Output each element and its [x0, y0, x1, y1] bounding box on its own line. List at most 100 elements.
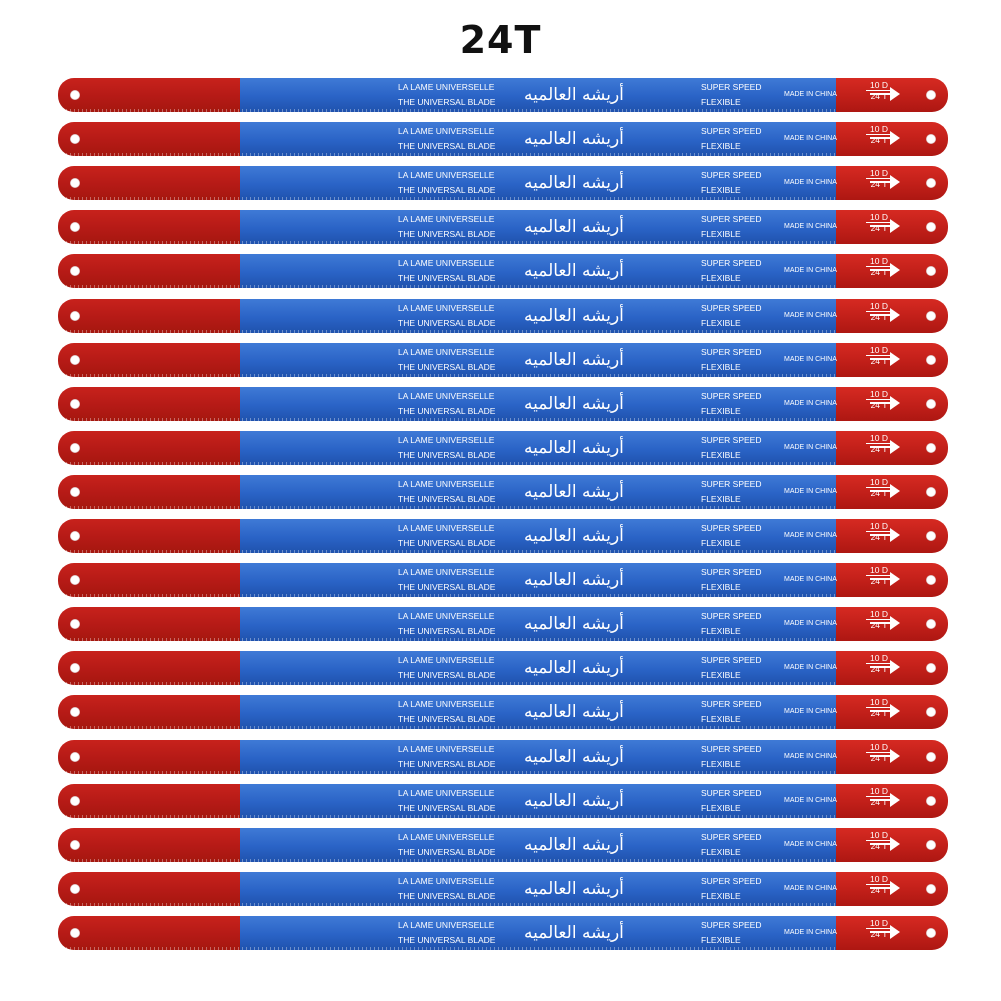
blade-middle — [240, 563, 836, 598]
blade-text-flexible: FLEXIBLE — [701, 449, 741, 460]
blade-middle — [240, 827, 836, 862]
direction-arrow-line — [870, 181, 892, 184]
blade-text-french: LA LAME UNIVERSELLE — [398, 699, 495, 710]
mounting-hole-right — [926, 575, 936, 586]
blade-middle — [240, 607, 836, 642]
hacksaw-blade: LA LAME UNIVERSELLE THE UNIVERSAL BLADE أر… — [58, 254, 948, 289]
blade-teeth — [58, 770, 836, 774]
blade-left-end — [58, 254, 240, 289]
blade-text-origin: MADE IN CHINA — [784, 884, 837, 892]
blade-middle — [240, 298, 836, 333]
tooth-label-top: 10 D — [866, 830, 892, 841]
blade-text-english: THE UNIVERSAL BLADE — [398, 449, 496, 460]
tooth-label: 10 D 24 T — [866, 786, 892, 807]
hacksaw-blade: LA LAME UNIVERSELLE THE UNIVERSAL BLADE أر… — [58, 695, 948, 730]
blade-text-arabic: أريشه العالميه — [524, 129, 624, 150]
blade-text-french: LA LAME UNIVERSELLE — [398, 831, 495, 842]
blade-text-flexible: FLEXIBLE — [701, 493, 741, 504]
tooth-label-bottom: 24 T — [870, 135, 888, 146]
blade-text-flexible: FLEXIBLE — [701, 273, 741, 284]
blade-text-french: LA LAME UNIVERSELLE — [398, 787, 495, 798]
tooth-label-top: 10 D — [866, 345, 892, 356]
direction-arrow-line — [870, 401, 892, 404]
blade-text-origin: MADE IN CHINA — [784, 840, 837, 848]
direction-arrow-icon — [890, 175, 900, 190]
blade-middle — [240, 430, 836, 465]
mounting-hole-left — [70, 310, 80, 321]
tooth-label-bottom: 24 T — [870, 884, 888, 895]
blade-text-speed: SUPER SPEED — [701, 919, 762, 930]
blade-text-english: THE UNIVERSAL BLADE — [398, 361, 496, 372]
blade-text-origin: MADE IN CHINA — [784, 267, 837, 275]
direction-arrow-icon — [890, 439, 900, 454]
blade-left-end — [58, 871, 240, 906]
blade-text-french: LA LAME UNIVERSELLE — [398, 126, 495, 137]
blade-teeth — [58, 109, 836, 112]
blade-text-flexible: FLEXIBLE — [701, 670, 741, 681]
blade-teeth — [58, 153, 836, 157]
tooth-label-top: 10 D — [866, 124, 892, 136]
tooth-label-top: 10 D — [866, 389, 892, 400]
blade-text-arabic: أريشه العالميه — [524, 85, 624, 105]
tooth-label: 10 D 24 T — [866, 433, 892, 454]
mounting-hole-right — [926, 839, 936, 850]
blade-teeth — [58, 285, 836, 289]
tooth-label-top: 10 D — [866, 168, 892, 180]
blade-left-end — [58, 563, 240, 598]
blade-text-french: LA LAME UNIVERSELLE — [398, 743, 495, 754]
blade-middle — [240, 871, 836, 906]
blade-teeth — [58, 726, 836, 730]
blade-text-english: THE UNIVERSAL BLADE — [398, 538, 496, 548]
mounting-hole-right — [926, 442, 936, 453]
blade-text-english: THE UNIVERSAL BLADE — [398, 229, 496, 240]
mounting-hole-right — [926, 398, 936, 409]
mounting-hole-right — [926, 927, 936, 938]
direction-arrow-icon — [890, 87, 900, 101]
mounting-hole-right — [926, 619, 936, 630]
blade-text-english: THE UNIVERSAL BLADE — [398, 846, 496, 857]
blade-teeth — [58, 638, 836, 642]
blade-middle — [240, 739, 836, 774]
direction-arrow-line — [870, 842, 892, 845]
tooth-label-bottom: 24 T — [870, 487, 888, 498]
page-title: 24T — [459, 18, 542, 62]
tooth-label-bottom: 24 T — [870, 91, 888, 101]
tooth-label: 10 D 24 T — [866, 168, 892, 189]
blade-left-end — [58, 474, 240, 509]
blade-text-french: LA LAME UNIVERSELLE — [398, 919, 495, 930]
direction-arrow-line — [870, 930, 892, 933]
blade-teeth — [58, 550, 836, 553]
direction-arrow-line — [870, 137, 892, 140]
blade-text-arabic: أريشه العالميه — [524, 702, 624, 723]
blade-text-english: THE UNIVERSAL BLADE — [398, 97, 496, 107]
blade-text-english: THE UNIVERSAL BLADE — [398, 185, 496, 196]
blade-text-french: LA LAME UNIVERSELLE — [398, 170, 495, 181]
blade-middle — [240, 695, 836, 730]
hacksaw-blade: LA LAME UNIVERSELLE THE UNIVERSAL BLADE أر… — [58, 871, 948, 906]
blade-text-speed: SUPER SPEED — [701, 258, 762, 269]
mounting-hole-left — [70, 266, 80, 277]
direction-arrow-icon — [890, 880, 900, 895]
direction-arrow-icon — [890, 792, 900, 807]
tooth-label-bottom: 24 T — [870, 620, 888, 631]
blade-text-origin: MADE IN CHINA — [784, 796, 837, 804]
blade-text-flexible: FLEXIBLE — [701, 846, 741, 857]
blade-text-origin: MADE IN CHINA — [784, 223, 837, 231]
direction-arrow-line — [870, 666, 892, 669]
mounting-hole-left — [70, 354, 80, 365]
direction-arrow-icon — [890, 572, 900, 587]
tooth-label: 10 D 24 T — [866, 521, 892, 542]
mounting-hole-left — [70, 707, 80, 718]
direction-arrow-line — [870, 445, 892, 448]
blade-teeth — [58, 329, 836, 333]
direction-arrow-line — [870, 93, 892, 95]
blade-text-english: THE UNIVERSAL BLADE — [398, 802, 496, 813]
tooth-label-top: 10 D — [866, 786, 892, 797]
tooth-label: 10 D 24 T — [866, 830, 892, 851]
direction-arrow-icon — [890, 131, 900, 146]
tooth-label: 10 D 24 T — [866, 389, 892, 410]
mounting-hole-right — [926, 134, 936, 145]
mounting-hole-left — [70, 575, 80, 586]
hacksaw-blade: LA LAME UNIVERSELLE THE UNIVERSAL BLADE أر… — [58, 563, 948, 598]
